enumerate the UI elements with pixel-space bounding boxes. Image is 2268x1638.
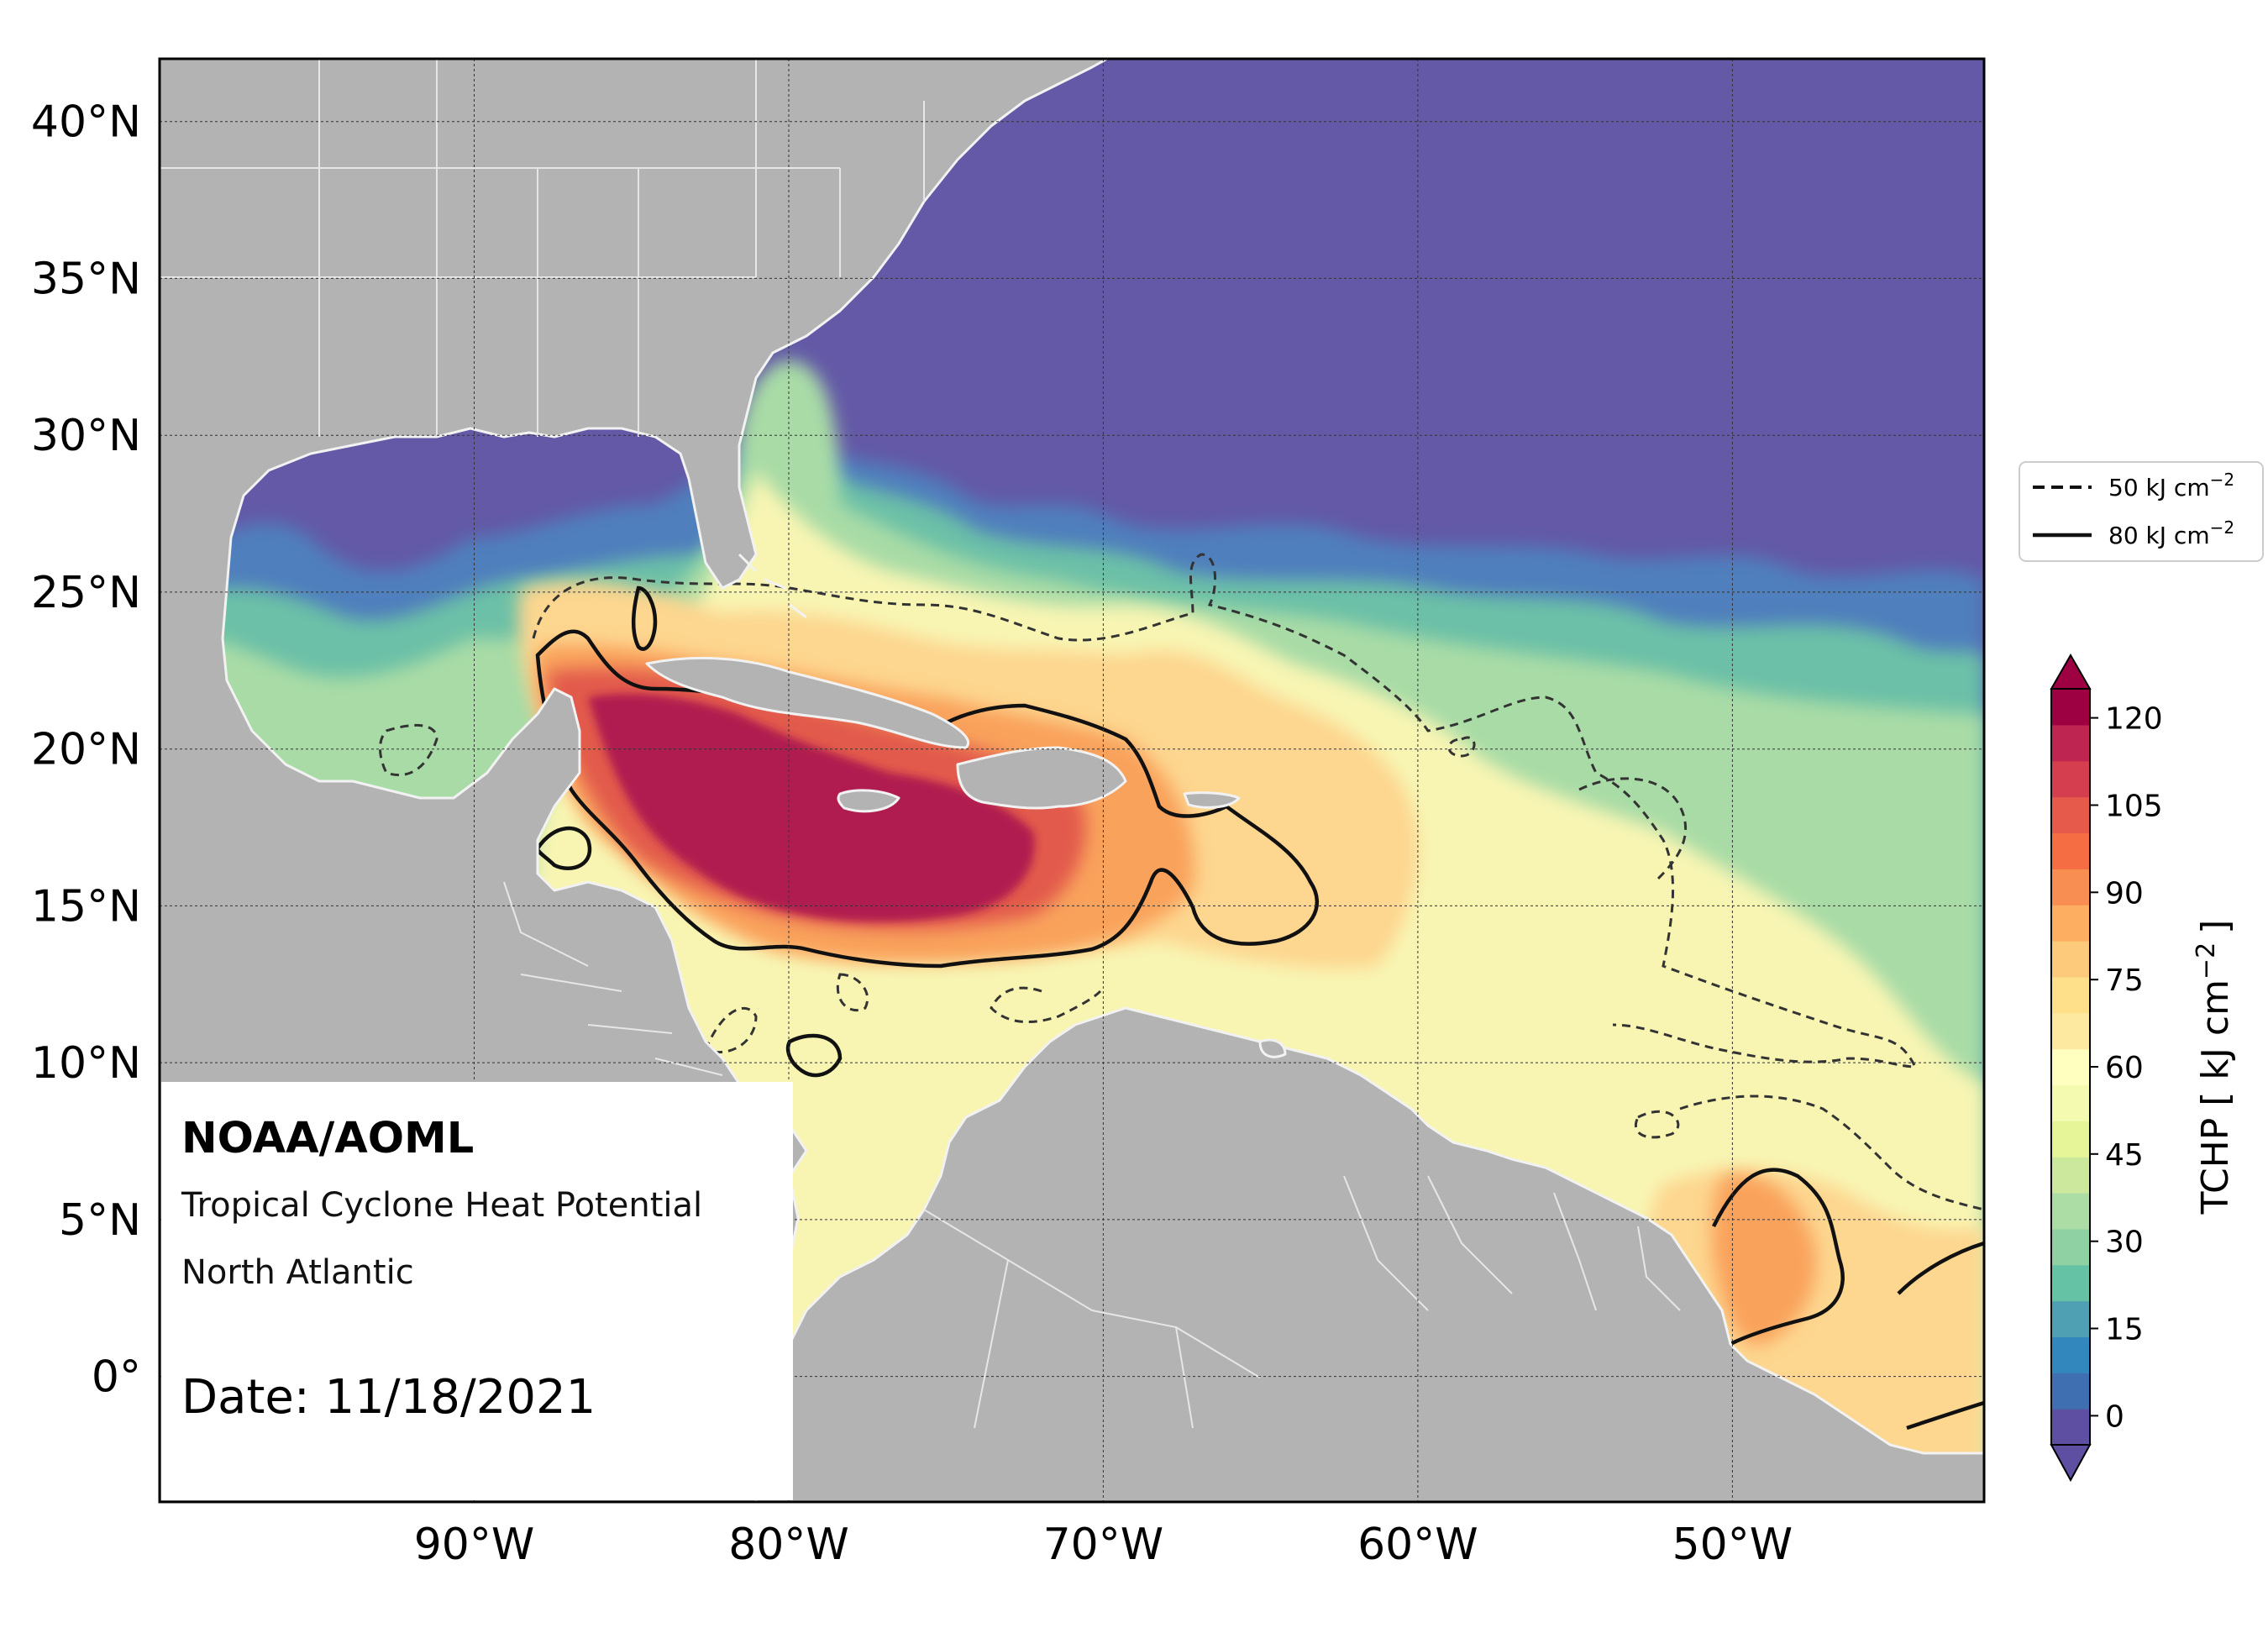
tchp-band-90-south [1712, 1174, 1816, 1346]
colorbar-segment [2051, 1157, 2090, 1194]
lon-tick-label: 50°W [1672, 1520, 1793, 1570]
region-label: North Atlantic [181, 1253, 414, 1292]
lon-tick-label: 90°W [414, 1520, 535, 1570]
grid-lon-lines [474, 59, 1733, 1502]
lon-tick-label: 70°W [1043, 1520, 1164, 1570]
lat-tick-label: 10°N [31, 1038, 141, 1089]
colorbar-segment [2051, 796, 2090, 834]
colorbar-tick-label: 60 [2105, 1051, 2144, 1085]
lat-tick-label: 30°N [31, 411, 141, 461]
bahamas [738, 553, 807, 619]
lon-tick-label: 60°W [1357, 1520, 1478, 1570]
longitude-labels: 90°W 80°W 70°W 60°W 50°W [414, 1520, 1793, 1570]
colorbar-segment [2051, 1084, 2090, 1121]
date-label: Date: 11/18/2021 [181, 1370, 596, 1425]
colorbar-segment [2051, 1228, 2090, 1266]
colorbar: 120 105 90 75 60 45 30 15 0 TCHP [ kJ cm−2] [2050, 653, 2237, 1483]
map-frame [158, 57, 1986, 1504]
lat-tick-label: 35°N [31, 254, 141, 304]
colorbar-tick-label: 0 [2105, 1399, 2124, 1434]
graticule [160, 59, 1984, 1502]
colorbar-tick-label: 90 [2105, 876, 2144, 911]
colorbar-tick-label: 120 [2105, 702, 2163, 737]
colorbar-segment [2051, 1193, 2090, 1230]
south-america [754, 1006, 1984, 1502]
colorbar-tick-label: 15 [2105, 1313, 2144, 1347]
colorbar-segment [2051, 832, 2090, 869]
colorbar-segment [2051, 760, 2090, 798]
legend-solid-label: 80 kJ cm−2 [2108, 517, 2234, 549]
contour-legend: 50 kJ cm−2 80 kJ cm−2 [2019, 461, 2264, 562]
colorbar-segment [2051, 976, 2090, 1014]
colorbar-segment [2051, 1409, 2090, 1446]
jamaica [837, 789, 900, 813]
lat-tick-label: 40°N [31, 97, 141, 148]
colorbar-ticks: 120 105 90 75 60 45 30 15 0 [2090, 702, 2163, 1434]
colorbar-tick-label: 30 [2105, 1226, 2144, 1260]
colorbar-segments [2051, 689, 2090, 1446]
colorbar-segment [2051, 1264, 2090, 1302]
product-label: Tropical Cyclone Heat Potential [181, 1186, 702, 1225]
political-borders [160, 59, 1681, 1429]
lat-tick-label: 25°N [31, 568, 141, 618]
lat-tick-label: 0° [92, 1352, 141, 1403]
colorbar-segment [2051, 724, 2090, 762]
colorbar-label: TCHP [ kJ cm−2] [2192, 920, 2237, 1215]
lon-tick-label: 80°W [728, 1520, 849, 1570]
colorbar-segment [2051, 869, 2090, 906]
info-box-background [161, 1082, 793, 1500]
info-box: NOAA/AOML Tropical Cyclone Heat Potentia… [161, 1082, 793, 1500]
colorbar-segment [2051, 689, 2090, 726]
colorbar-extend-top [2050, 653, 2092, 690]
tchp-band-120 [588, 694, 1035, 922]
latitude-labels: 40°N 35°N 30°N 25°N 20°N 15°N 10°N 5°N 0° [31, 97, 141, 1403]
lat-tick-label: 20°N [31, 725, 141, 775]
lat-tick-label: 15°N [31, 881, 141, 932]
colorbar-segment [2051, 1121, 2090, 1158]
colorbar-tick-label: 75 [2105, 963, 2144, 998]
colorbar-extend-bottom [2050, 1444, 2092, 1483]
lat-tick-label: 5°N [59, 1195, 141, 1246]
colorbar-tick-label: 45 [2105, 1138, 2144, 1173]
cuba [645, 656, 969, 749]
legend-dashed-label: 50 kJ cm−2 [2108, 470, 2234, 501]
org-label: NOAA/AOML [181, 1114, 474, 1163]
trinidad [1258, 1038, 1287, 1058]
puerto-rico [1183, 791, 1241, 809]
colorbar-segment [2051, 1300, 2090, 1338]
colorbar-tick-label: 105 [2105, 790, 2163, 824]
colorbar-segment [2051, 941, 2090, 978]
grid-lat-lines [160, 121, 1984, 1378]
contour-50kj [379, 553, 1984, 1211]
colorbar-segment [2051, 1048, 2090, 1086]
colorbar-segment [2051, 905, 2090, 942]
colorbar-segment [2051, 1012, 2090, 1050]
colorbar-segment [2051, 1373, 2090, 1410]
colorbar-segment [2051, 1336, 2090, 1373]
